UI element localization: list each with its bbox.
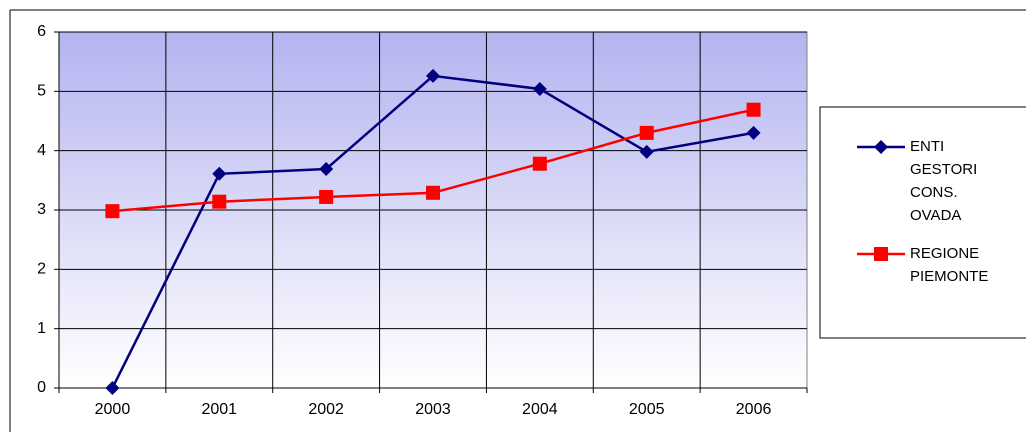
legend-marker	[874, 140, 888, 154]
y-tick-label: 5	[37, 83, 46, 100]
x-tick-label: 2003	[415, 401, 451, 418]
x-tick-label: 2001	[201, 401, 237, 418]
legend-label-line: CONS.	[910, 184, 958, 201]
legend-label-line: PIEMONTE	[910, 268, 988, 285]
data-point	[746, 102, 761, 117]
data-point	[319, 189, 334, 204]
data-point	[746, 125, 761, 140]
legend-label-line: GESTORI	[910, 161, 977, 178]
x-tick-label: 2002	[308, 401, 344, 418]
y-tick-label: 4	[37, 142, 46, 159]
data-point	[426, 68, 440, 83]
y-tick-label: 6	[37, 23, 46, 40]
legend-label: REGIONE PIEMONTE	[910, 245, 988, 285]
data-point	[105, 204, 120, 219]
data-point	[532, 81, 547, 96]
legend-label-line: OVADA	[910, 207, 961, 224]
data-point	[212, 166, 227, 181]
data-point	[212, 194, 227, 209]
x-tick-label: 2004	[522, 401, 558, 418]
x-tick-label: 2000	[95, 401, 131, 418]
data-point	[319, 162, 334, 177]
legend-label-line: REGIONE	[910, 245, 979, 262]
data-point	[105, 381, 120, 395]
legend-label: ENTI GESTORI CONS. OVADA	[910, 138, 977, 224]
legend-marker	[874, 247, 888, 261]
x-tick-label: 2005	[629, 401, 665, 418]
data-point	[639, 144, 654, 159]
y-tick-label: 0	[37, 379, 46, 396]
legend-box	[819, 106, 1026, 339]
data-point	[426, 185, 440, 200]
legend-label-line: ENTI	[910, 138, 944, 155]
y-tick-label: 3	[37, 201, 46, 218]
y-tick-label: 2	[37, 261, 46, 278]
data-point	[532, 156, 547, 171]
x-tick-label: 2006	[736, 401, 772, 418]
data-point	[639, 125, 654, 140]
y-tick-label: 1	[37, 320, 46, 337]
